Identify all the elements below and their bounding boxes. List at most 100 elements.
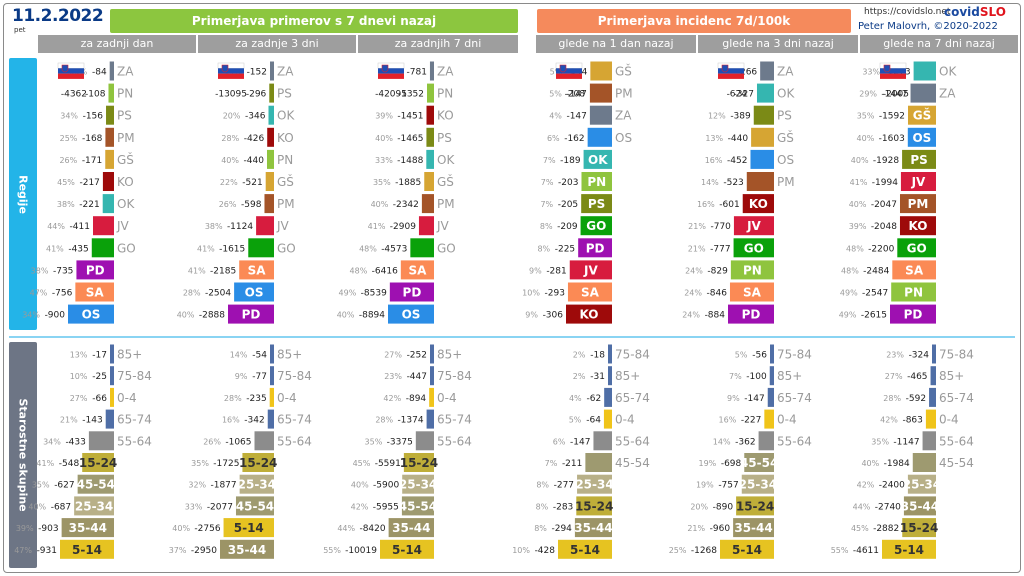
bar-p1-r1 (269, 83, 274, 103)
category-label-p1-r3: KO (277, 131, 294, 145)
pct-label-p4-r2: 12% (708, 112, 726, 121)
category-label-p4-r5: PM (777, 175, 795, 189)
category-label-p4-r7: JV (746, 219, 761, 233)
value-label-p1-r11: -2888 (199, 311, 225, 321)
category-label-p11-r9: 5-14 (894, 543, 924, 557)
category-label-p6-r4: 55-64 (117, 434, 152, 448)
bar-p2-r10 (389, 282, 434, 302)
pct-label-p5-r2: 35% (857, 112, 875, 121)
value-label-p3-r10: -293 (545, 289, 565, 299)
bar-p7-r8 (223, 518, 274, 538)
category-label-p2-r6: PM (437, 197, 455, 211)
category-label-p3-r9: JV (583, 263, 598, 277)
category-label-p1-r2: OK (277, 109, 295, 123)
value-label-p3-r7: -209 (557, 222, 578, 232)
pct-label-p9-r1: 2% (573, 372, 586, 381)
value-label-p7-r6: -1877 (210, 481, 236, 491)
pct-label-p7-r2: 28% (224, 394, 242, 403)
category-label-p7-r9: 35-44 (228, 543, 266, 557)
value-label-p0-r11: -900 (45, 311, 66, 321)
bar-p7-r1 (270, 366, 274, 386)
site-url[interactable]: https://covidslo.net (864, 7, 951, 17)
bar-p10-r1 (769, 366, 774, 386)
category-label-p10-r7: 15-24 (736, 499, 774, 513)
value-label-p10-r8: -960 (710, 524, 731, 534)
bar-p9-r0 (608, 344, 612, 364)
flag-red-0 (58, 73, 84, 79)
category-label-p9-r5: 45-54 (615, 456, 650, 470)
value-label-p3-r4: -189 (560, 156, 581, 166)
pct-label-p4-r5: 14% (701, 178, 719, 187)
category-label-p1-r10: OS (245, 286, 264, 300)
pct-label-p3-r6: 7% (540, 200, 553, 209)
bar-p3-r10 (567, 282, 612, 302)
value-label-p1-r4: -440 (244, 156, 265, 166)
category-label-p2-r11: OS (402, 308, 421, 322)
value-label-p4-r9: -829 (707, 266, 728, 276)
flag-red-4 (718, 73, 744, 79)
category-label-p9-r1: 85+ (615, 369, 640, 383)
bar-p10-r3 (764, 409, 774, 429)
value-label-p3-r3: -162 (564, 134, 584, 144)
value-label-p9-r6: -277 (554, 481, 574, 491)
category-label-p8-r0: 85+ (437, 348, 462, 362)
category-label-p5-r8: GO (907, 241, 927, 255)
value-label-p9-r4: -147 (570, 437, 590, 447)
bar-p4-r10 (729, 282, 774, 302)
category-label-p1-r9: SA (248, 263, 267, 277)
category-label-p1-r4: PN (277, 153, 293, 167)
category-label-p7-r4: 55-64 (277, 434, 312, 448)
flag-emblem-5 (883, 64, 891, 73)
value-label-p11-r9: -4611 (853, 546, 879, 556)
bar-p6-r9 (60, 539, 114, 559)
category-label-p1-r7: JV (276, 219, 290, 233)
pct-label-p5-r6: 40% (849, 200, 867, 209)
category-label-p11-r6: 25-34 (903, 478, 941, 492)
pct-label-p7-r8: 40% (172, 524, 190, 533)
pct-label-p5-r4: 40% (851, 156, 869, 165)
bar-p11-r1 (930, 366, 936, 386)
dashboard-frame: 11.2.2022 pet Primerjava primerov s 7 dn… (3, 3, 1021, 573)
value-label-p11-r3: -863 (902, 416, 922, 426)
category-label-p10-r0: 75-84 (777, 348, 812, 362)
value-label-p2-r11: -8894 (359, 311, 385, 321)
value-label-p7-r9: -2950 (191, 546, 217, 556)
bar-p2-r3 (426, 127, 434, 147)
category-label-p4-r9: PN (743, 263, 762, 277)
flag-red-3 (556, 73, 582, 79)
value-label-p3-r2: -147 (566, 112, 586, 122)
pct-label-p8-r3: 28% (375, 416, 393, 425)
pct-label-p8-r1: 23% (384, 372, 402, 381)
age-band (9, 342, 37, 568)
bar-p4-r6 (742, 194, 774, 214)
value-label-p0-r7: -411 (70, 222, 90, 232)
bar-p7-r6 (239, 474, 274, 494)
pct-label-p4-r9: 24% (685, 266, 703, 275)
bar-p9-r8 (574, 518, 612, 538)
category-label-p3-r1: PM (615, 87, 633, 101)
value-label-p6-r1: -25 (92, 372, 107, 382)
value-label-p11-r7: -2740 (875, 502, 901, 512)
pct-label-p10-r0: 5% (735, 351, 748, 360)
category-label-p1-r1: PS (277, 87, 292, 101)
pct-label-p3-r3: 6% (547, 134, 560, 143)
pct-label-p0-r4: 26% (59, 156, 77, 165)
category-label-p0-r3: PM (117, 131, 135, 145)
bar-p7-r9 (220, 539, 274, 559)
category-label-p8-r7: 45-54 (399, 499, 437, 513)
value-label-p5-r2: -1592 (879, 112, 905, 122)
value-label-p8-r3: -1374 (397, 416, 423, 426)
bar-p5-r0 (913, 61, 936, 81)
flag-emblem-4 (721, 64, 729, 73)
bar-p11-r7 (903, 496, 936, 516)
bar-p2-r11 (388, 304, 434, 324)
value-label-p2-r8: -4573 (381, 244, 407, 254)
pct-label-p8-r8: 44% (337, 524, 355, 533)
pct-label-p6-r4: 34% (43, 437, 61, 446)
category-label-p0-r8: GO (117, 241, 136, 255)
value-label-p8-r4: -3375 (387, 437, 413, 447)
category-label-p7-r1: 75-84 (277, 369, 312, 383)
pct-label-p2-r4: 33% (375, 156, 393, 165)
category-label-p10-r4: 55-64 (777, 434, 812, 448)
value-label-p11-r5: -1984 (884, 459, 910, 469)
